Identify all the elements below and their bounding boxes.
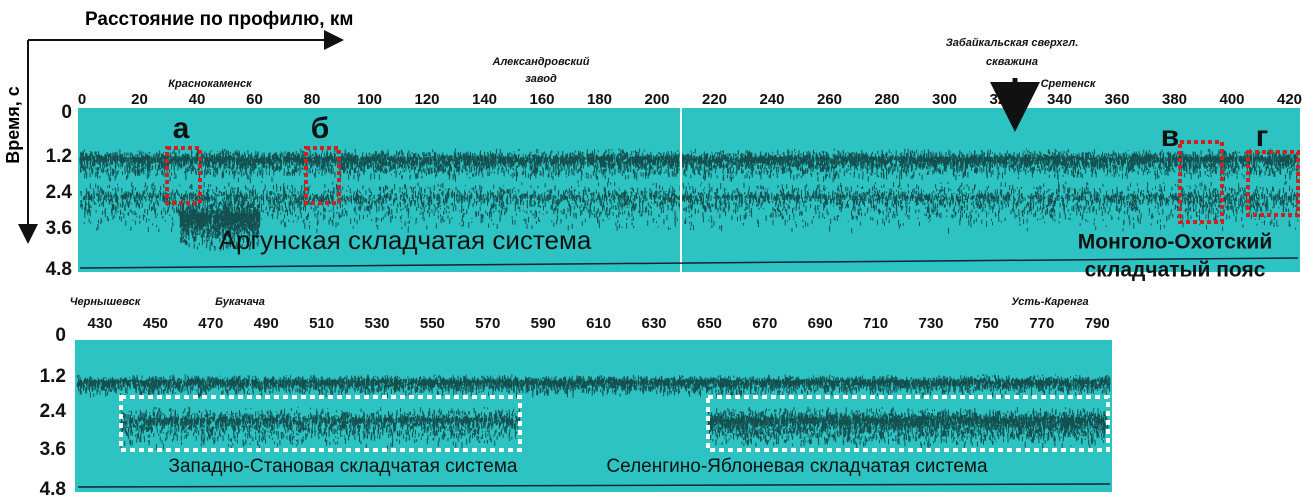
x-tick-label: 140 bbox=[472, 91, 497, 108]
y-tick-label: 2.4 bbox=[40, 401, 67, 422]
region-label: Аргунская складчатая система bbox=[219, 225, 592, 255]
x-tick-label: 160 bbox=[529, 91, 554, 108]
x-tick-label: 710 bbox=[863, 315, 888, 332]
x-tick-label: 180 bbox=[587, 91, 612, 108]
x-tick-label: 200 bbox=[644, 91, 669, 108]
place-label: Чернышевск bbox=[70, 296, 142, 308]
x-tick-label: 690 bbox=[808, 315, 833, 332]
base-line bbox=[77, 483, 1111, 488]
x-tick-label: 60 bbox=[246, 91, 263, 108]
x-tick-label: 420 bbox=[1277, 91, 1302, 108]
panel-letter: а bbox=[173, 112, 190, 145]
x-tick-label: 530 bbox=[364, 315, 389, 332]
x-tick-label: 570 bbox=[475, 315, 500, 332]
x-tick-label: 490 bbox=[254, 315, 279, 332]
x-tick-label: 380 bbox=[1162, 91, 1187, 108]
x-tick-label: 320 bbox=[989, 91, 1014, 108]
x-tick-label: 100 bbox=[357, 91, 382, 108]
y-tick-label: 0 bbox=[55, 325, 66, 346]
x-tick-label: 340 bbox=[1047, 91, 1072, 108]
y-tick-label: 3.6 bbox=[40, 439, 66, 460]
place-label: скважина bbox=[986, 56, 1038, 68]
place-label: Сретенск bbox=[1041, 78, 1097, 90]
x-tick-label: 610 bbox=[586, 315, 611, 332]
y-tick-label: 1.2 bbox=[46, 146, 72, 167]
x-tick-label: 730 bbox=[918, 315, 943, 332]
panel-letter: в bbox=[1161, 120, 1179, 153]
x-tick-label: 650 bbox=[697, 315, 722, 332]
place-label: Краснокаменск bbox=[168, 78, 253, 90]
x-tick-label: 510 bbox=[309, 315, 334, 332]
seismic-panel-top bbox=[78, 108, 1300, 272]
x-tick-label: 670 bbox=[752, 315, 777, 332]
region-label: складчатый пояс bbox=[1085, 259, 1266, 282]
panel-letter: г bbox=[1256, 120, 1269, 153]
x-tick-label: 770 bbox=[1029, 315, 1054, 332]
region-label: Западно-Становая складчатая система bbox=[169, 456, 518, 477]
x-tick-label: 260 bbox=[817, 91, 842, 108]
x-tick-label: 280 bbox=[874, 91, 899, 108]
base-line bbox=[79, 257, 1299, 269]
x-tick-label: 790 bbox=[1085, 315, 1110, 332]
panel-letter: б bbox=[311, 112, 330, 145]
x-tick-label: 400 bbox=[1219, 91, 1244, 108]
x-tick-label: 450 bbox=[143, 315, 168, 332]
x-tick-label: 360 bbox=[1104, 91, 1129, 108]
x-tick-label: 0 bbox=[78, 91, 86, 108]
x-axis-label: Расстояние по профилю, км bbox=[85, 9, 353, 30]
x-tick-label: 40 bbox=[189, 91, 206, 108]
x-tick-label: 300 bbox=[932, 91, 957, 108]
seismic-texture bbox=[76, 148, 1299, 451]
x-tick-label: 430 bbox=[87, 315, 112, 332]
y-tick-label: 3.6 bbox=[46, 218, 72, 239]
place-label: Забайкальская сверхгл. bbox=[946, 37, 1079, 49]
y-tick-label: 0 bbox=[61, 102, 72, 123]
x-tick-label: 750 bbox=[974, 315, 999, 332]
y-tick-label: 4.8 bbox=[40, 479, 66, 500]
x-tick-label: 80 bbox=[304, 91, 321, 108]
y-tick-label: 2.4 bbox=[46, 182, 73, 203]
y-axis-label: Время, с bbox=[3, 86, 23, 164]
x-tick-label: 550 bbox=[420, 315, 445, 332]
region-label: Монголо-Охотский bbox=[1078, 231, 1272, 254]
y-tick-label: 1.2 bbox=[40, 366, 66, 387]
x-tick-label: 120 bbox=[414, 91, 439, 108]
x-tick-label: 20 bbox=[131, 91, 148, 108]
region-label: Селенгино-Яблоневая складчатая система bbox=[606, 456, 988, 477]
region-boxes bbox=[119, 395, 1110, 452]
x-tick-label: 470 bbox=[198, 315, 223, 332]
x-tick-label: 590 bbox=[531, 315, 556, 332]
place-label: завод bbox=[525, 73, 557, 85]
x-tick-label: 240 bbox=[759, 91, 784, 108]
place-label: Александровский bbox=[492, 56, 590, 68]
place-label: Усть-Каренга bbox=[1011, 296, 1088, 308]
highlight-boxes bbox=[165, 140, 1300, 224]
x-tick-label: 220 bbox=[702, 91, 727, 108]
x-tick-label: 630 bbox=[641, 315, 666, 332]
place-label: Букачача bbox=[215, 296, 265, 308]
y-tick-label: 4.8 bbox=[46, 259, 72, 280]
